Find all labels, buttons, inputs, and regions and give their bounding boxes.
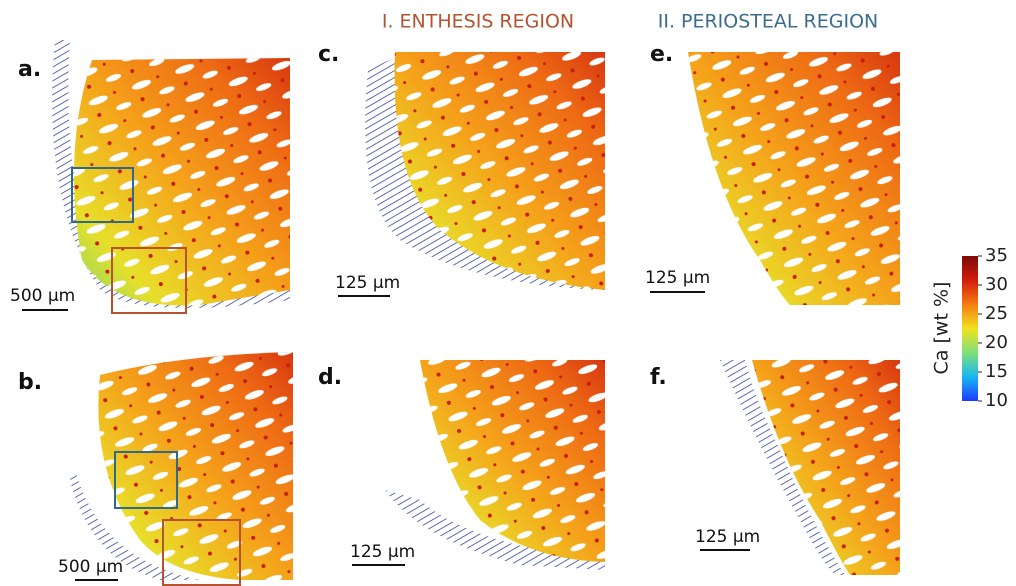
panel-label: d. <box>318 365 342 390</box>
panel-label: f. <box>650 365 667 390</box>
scale-bar-label: 125 µm <box>695 527 760 547</box>
colorbar-tick-label: 15 <box>985 361 1008 382</box>
scale-bar-label: 125 µm <box>645 268 710 288</box>
panel-image <box>70 352 293 585</box>
scale-bar-label: 500 µm <box>58 557 123 577</box>
colorbar-label: Ca [wt %] <box>931 282 953 375</box>
colorbar-tick-label: 20 <box>985 332 1008 353</box>
panel-image <box>52 40 290 313</box>
colorbar <box>962 256 978 401</box>
panel-label: e. <box>650 42 673 67</box>
header: I. ENTHESIS REGION <box>382 11 574 33</box>
header: II. PERIOSTEAL REGION <box>658 11 879 33</box>
figure: I. ENTHESIS REGION II. PERIOSTEAL REGION… <box>0 0 1016 586</box>
scale-bar-label: 125 µm <box>335 273 400 293</box>
scale-bar-label: 125 µm <box>350 542 415 562</box>
panel-label: c. <box>318 42 339 67</box>
colorbar-tick-label: 30 <box>985 274 1008 295</box>
panel-label: a. <box>18 57 41 82</box>
colorbar-tick-label: 10 <box>985 390 1008 411</box>
colorbar-tick-label: 25 <box>985 303 1008 324</box>
scale-bar-label: 500 µm <box>10 286 75 306</box>
panel-label: b. <box>18 370 42 395</box>
colorbar-tick-label: 35 <box>985 245 1008 266</box>
panel-image <box>688 52 900 305</box>
panel-image <box>365 52 605 290</box>
panel-image <box>385 360 605 570</box>
